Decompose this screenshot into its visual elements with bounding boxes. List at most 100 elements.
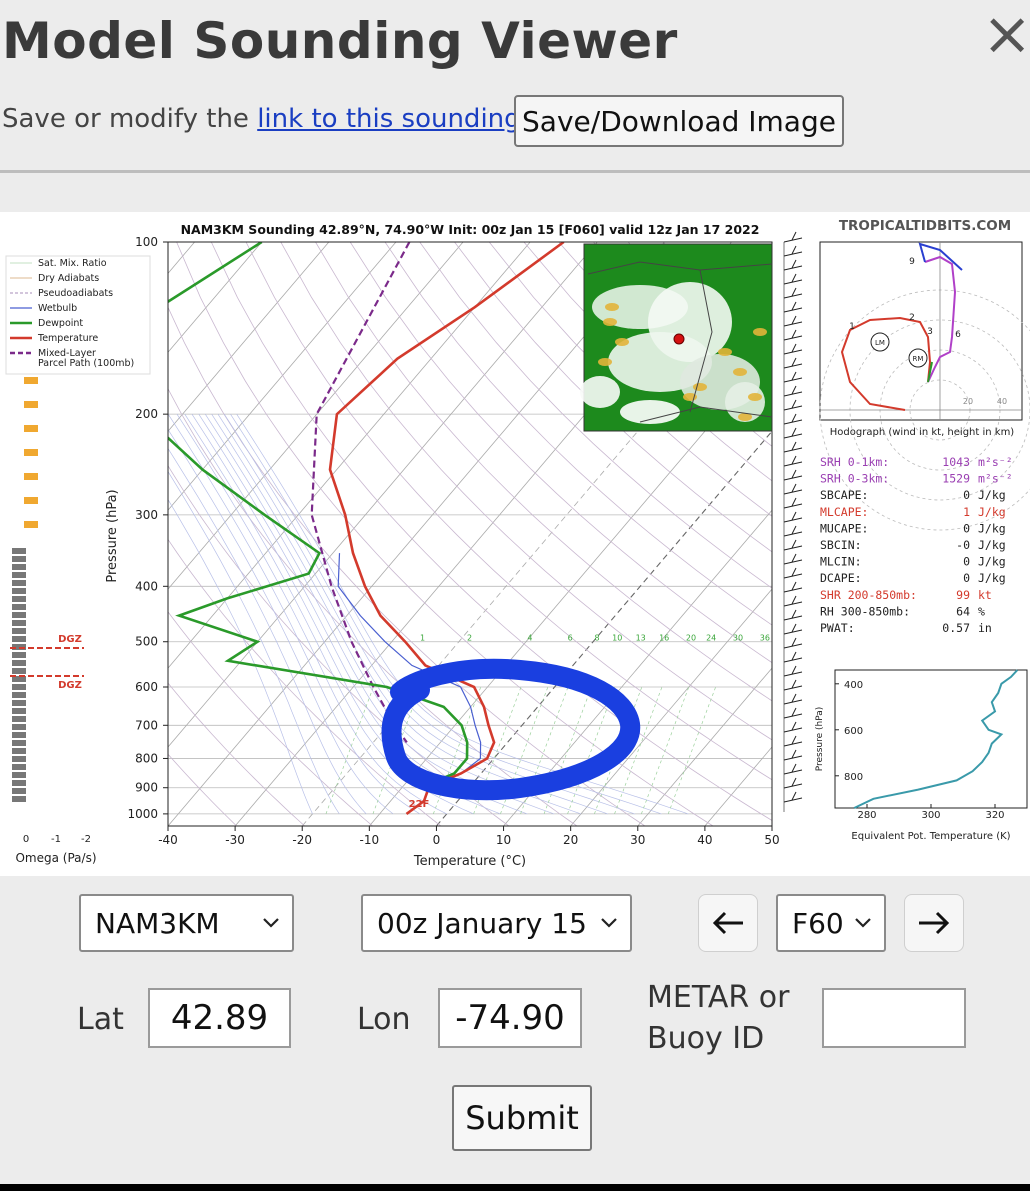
wind-barb [791,749,797,759]
mixratio-tick: 6 [568,634,573,643]
stat-value: 1 [963,505,970,519]
hand-drawn-circle-annotation [381,658,641,801]
hodograph-height-label: 9 [909,257,915,267]
wind-barb [783,727,803,733]
pressure-tick: 400 [135,579,158,593]
temperature-tick: -20 [292,833,312,847]
theta-x-tick: 320 [985,810,1004,821]
hodograph-height-label: 2 [909,313,915,323]
legend-entry: Dry Adiabats [38,273,99,284]
omega-bar [12,780,26,786]
wind-barb [783,475,803,481]
model-select[interactable]: NAM3KM [79,894,294,952]
sounding-link[interactable]: link to this sounding [257,104,521,134]
surface-temp-label: 22F [409,799,430,810]
wind-barb [791,259,797,269]
wind-barb [791,315,797,325]
save-download-button[interactable]: Save/Download Image [514,95,844,147]
stat-label: MUCAPE: [820,521,868,535]
stat-label: SBCIN: [820,538,862,552]
isotherm [168,242,263,353]
wind-barb [791,539,797,549]
init-select[interactable]: 00z January 15 [361,894,632,952]
next-hour-button[interactable] [904,894,964,952]
isotherm [168,242,665,826]
wind-barb [783,531,803,537]
wind-barb [783,349,803,355]
isotherm [168,242,397,511]
stat-unit: J/kg [978,538,1006,552]
submit-button[interactable]: Submit [452,1085,592,1151]
sounding-header: NAM3KM Sounding 42.89°N, 74.90°W Init: 0… [181,222,760,237]
mixratio-tick: 36 [760,634,770,643]
metar-input[interactable] [822,988,966,1048]
wind-barb [791,679,797,689]
mixratio-line [667,686,716,815]
wind-barb [783,433,803,439]
omega-bar [12,708,26,714]
stat-label: DCAPE: [820,571,862,585]
stat-value: 0 [963,521,970,535]
moist-adiabat [168,428,394,815]
close-icon[interactable]: × [982,0,1030,69]
dry-adiabat [168,753,237,826]
forecast-hour-value: F60 [792,906,844,940]
omega-bar [12,612,26,618]
header-divider [0,170,1030,173]
forecast-hour-select[interactable]: F60 [776,894,886,952]
metar-label-line2: Buoy ID [647,1021,765,1056]
dry-adiabat [349,242,772,664]
dgz-top-label: DGZ [58,634,82,645]
mixratio-line [520,686,569,815]
legend: Sat. Mix. Ratio Dry Adiabats Pseudoadiabat… [10,258,134,369]
wind-barb [791,231,797,241]
wind-barb [783,293,803,299]
previous-hour-button[interactable] [698,894,758,952]
hodograph-trace-low [840,316,932,411]
stat-value: 0 [963,488,970,502]
temperature-tick: 20 [563,833,578,847]
dry-adiabat [454,242,772,553]
wind-barb [783,279,803,285]
omega-bar [12,596,26,602]
mixratio-line [500,686,549,815]
mixratio-line [325,686,374,815]
metar-label-line1: METAR or [647,980,790,1015]
omega-bar [12,668,26,674]
mixratio-tick: 24 [706,634,716,643]
mixratio-tick: 2 [467,634,472,643]
temperature-tick: 10 [496,833,511,847]
moist-adiabat [205,414,555,815]
omega-bar [12,772,26,778]
moist-adiabat [168,498,313,815]
wind-barb [791,693,797,703]
omega-bar [12,788,26,794]
mixratio-line [567,686,616,815]
hodograph-trace-mid [924,255,957,383]
lon-input[interactable] [438,988,582,1048]
pressure-tick: 100 [135,235,158,249]
pressure-axis-label: Pressure (hPa) [105,489,120,582]
stat-unit: J/kg [978,488,1006,502]
pressure-tick: 200 [135,407,158,421]
omega-bar [12,604,26,610]
temperature-tick: 40 [697,833,712,847]
stat-unit: J/kg [978,521,1006,535]
moist-adiabat [217,414,608,815]
temperature-tick: -40 [158,833,178,847]
wind-barb [791,469,797,479]
lat-input[interactable] [148,988,291,1048]
wind-barb [783,321,803,327]
stat-label: SRH 0-3km: [820,472,889,486]
wind-barb [791,371,797,381]
wind-barbs [783,231,803,812]
wind-barb [783,685,803,691]
wind-barb [783,699,803,705]
omega-bar [12,556,26,562]
wind-barb [791,707,797,717]
theta-x-label: Equivalent Pot. Temperature (K) [851,831,1010,842]
lat-label: Lat [77,1002,124,1037]
mixratio-tick: 8 [595,634,600,643]
wind-barb [791,651,797,661]
pressure-tick: 800 [135,751,158,765]
